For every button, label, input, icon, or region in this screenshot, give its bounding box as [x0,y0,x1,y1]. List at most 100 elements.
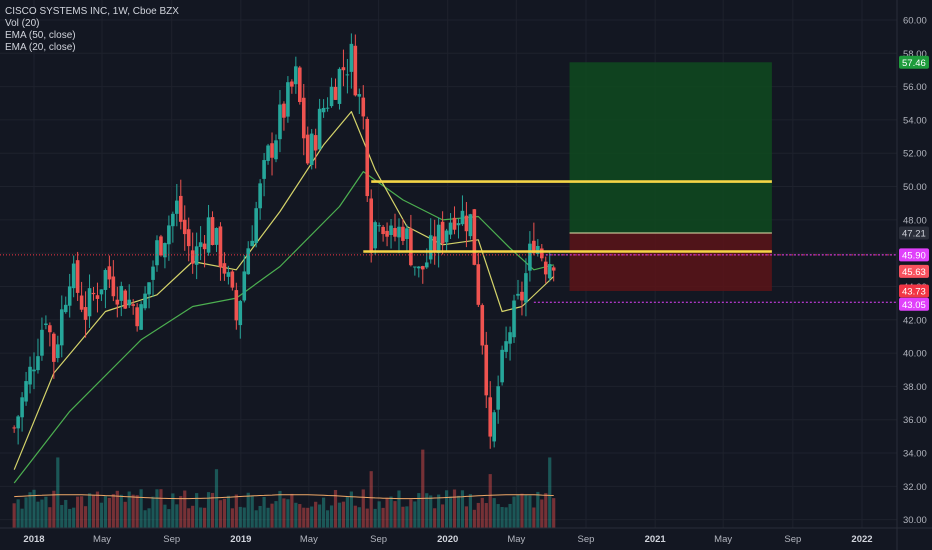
volume-bar [44,496,48,528]
volume-bar [290,493,294,528]
time-tick-label: Sep [578,534,595,545]
volume-bar [195,493,199,528]
volume-bar [24,497,28,528]
volume-bar [318,504,322,528]
candle-body [250,240,254,247]
candle-body [313,135,318,151]
volume-bar [175,504,179,528]
volume-bar [484,503,488,528]
candle-body [436,224,441,253]
price-tick-label: 30.00 [903,515,927,526]
volume-bar [87,493,92,528]
volume-bar [12,503,16,528]
volume-bar [278,490,282,528]
candle-body [464,215,469,232]
volume-bar [385,497,389,528]
volume-bar [32,489,36,528]
candle-body [345,74,350,76]
volume-bar [238,506,242,528]
candle-body [480,305,485,346]
volume-bar [540,499,544,528]
volume-bar [456,495,461,528]
legend-volume[interactable]: Vol (20) [5,18,40,29]
candle-body [99,289,104,295]
candle-body [95,295,100,299]
volume-bar [155,489,159,528]
candle-body [349,43,354,72]
time-tick-label: May [507,534,525,545]
price-badge: 43.05 [899,297,929,311]
volume-bar [548,457,552,528]
candle-body [369,198,374,253]
candle-body [532,240,536,254]
volume-bar [528,495,532,528]
candle-body [139,304,143,330]
time-axis: 2018 May Sep 2019 May Sep 2020 May Sep 2021 May Sep… [23,534,872,545]
candle-body [508,332,512,344]
volume-bar [444,490,449,528]
volume-bar [16,499,20,528]
candle-body [123,290,128,309]
volume-bar [409,499,413,528]
volume-bar [341,501,346,528]
volume-bar [460,490,465,528]
candle-body [83,307,88,320]
candle-body [389,225,393,236]
volume-bar [246,492,250,528]
candle-body [210,217,215,246]
candle-body [24,381,28,402]
legend-symbol[interactable]: CISCO SYSTEMS INC, 1W, Cboe BZX [5,6,179,17]
candle-body [301,97,306,139]
candle-body [194,246,199,265]
candle-body [246,248,251,275]
volume-bar [452,489,457,528]
volume-bar [397,490,401,528]
volume-bar [111,494,115,528]
candle-body [143,293,147,309]
volume-bar [464,506,469,528]
candle-body [432,236,437,253]
candle-body [222,263,227,274]
price-badge-text: 43.73 [902,286,926,297]
candle-body [440,221,445,244]
candle-body [186,229,191,247]
volume-bar [353,505,357,528]
volume-bar [552,498,556,528]
candle-body [500,349,504,383]
candle-body [135,307,139,327]
candle-body [266,145,270,161]
volume-bar [202,507,207,528]
volume-bar [167,509,171,528]
candle-body [202,243,207,250]
candle-body [28,366,32,385]
candle-body [543,261,548,275]
volume-bar [123,501,127,528]
price-badge-bg [899,297,929,311]
legend-ema50[interactable]: EMA (50, close) [5,30,76,41]
volume-bar [425,493,429,528]
legend-ema20[interactable]: EMA (20, close) [5,42,76,53]
price-tick-label: 54.00 [903,115,927,126]
candle-body [551,267,556,271]
time-tick-label: May [714,534,732,545]
candle-body [119,285,124,301]
volume-bar [544,493,548,528]
volume-bar [230,508,234,528]
volume-bar [159,489,163,528]
volume-bar [286,499,290,528]
volume-bar [349,491,353,528]
volume-bar [95,491,100,528]
volume-bar [433,508,437,528]
volume-bar [226,495,230,528]
candle-body [528,243,532,271]
candle-body [242,271,247,301]
candle-body [270,143,274,158]
candle-body [52,333,56,362]
price-tick-label: 40.00 [903,349,927,360]
candle-body [309,133,314,165]
volume-bar [266,507,270,528]
price-badge-bg [899,284,929,298]
candle-body [171,213,175,227]
candle-body [32,369,36,372]
